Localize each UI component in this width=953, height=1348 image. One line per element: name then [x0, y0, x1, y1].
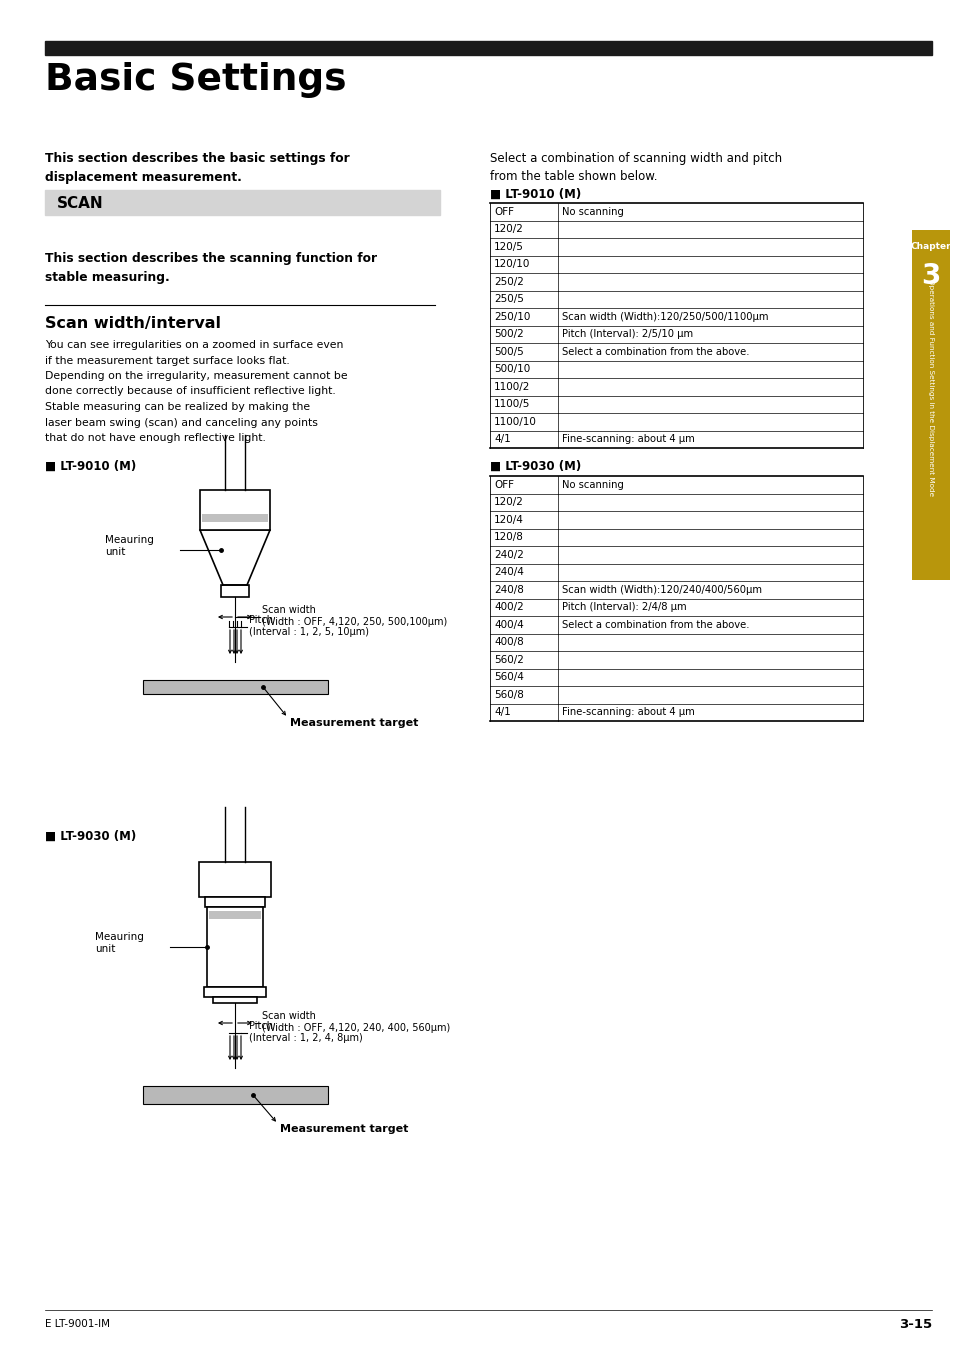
Bar [45, 190, 439, 214]
Text: done correctly because of insufficient reflective light.: done correctly because of insufficient r… [45, 387, 335, 396]
Text: 560/4: 560/4 [494, 673, 523, 682]
Text: 120/10: 120/10 [494, 259, 530, 270]
Text: 4/1: 4/1 [494, 434, 510, 445]
Text: Operations and Function Settings in the Displacement Mode: Operations and Function Settings in the … [927, 279, 933, 496]
Bar [911, 231, 949, 580]
Text: Depending on the irregularity, measurement cannot be: Depending on the irregularity, measureme… [45, 371, 347, 381]
Text: Pitch
(Interval : 1, 2, 5, 10μm): Pitch (Interval : 1, 2, 5, 10μm) [249, 615, 369, 638]
Bar [205, 896, 265, 907]
Text: OFF: OFF [494, 206, 514, 217]
Bar [221, 585, 249, 597]
Text: ■ LT-9010 (M): ■ LT-9010 (M) [490, 187, 580, 201]
Text: Scan width (Width):120/240/400/560μm: Scan width (Width):120/240/400/560μm [561, 585, 761, 594]
Bar [143, 1086, 328, 1104]
Text: 1100/10: 1100/10 [494, 417, 537, 427]
Text: 250/5: 250/5 [494, 294, 523, 305]
Text: Fine-scanning: about 4 μm: Fine-scanning: about 4 μm [561, 434, 694, 445]
Text: Scan width/interval: Scan width/interval [45, 315, 221, 332]
Text: 120/2: 120/2 [494, 224, 523, 235]
Text: 4/1: 4/1 [494, 708, 510, 717]
Text: You can see irregularities on a zoomed in surface even: You can see irregularities on a zoomed i… [45, 340, 343, 350]
Text: 400/8: 400/8 [494, 638, 523, 647]
Text: 560/8: 560/8 [494, 690, 523, 700]
Text: Scan width
(Width : OFF, 4,120, 250, 500,100μm): Scan width (Width : OFF, 4,120, 250, 500… [262, 605, 447, 627]
Text: 1100/2: 1100/2 [494, 381, 530, 392]
Bar [200, 491, 270, 530]
Text: This section describes the basic settings for
displacement measurement.: This section describes the basic setting… [45, 152, 350, 185]
Text: No scanning: No scanning [561, 480, 623, 489]
Text: that do not have enough reflective light.: that do not have enough reflective light… [45, 433, 266, 443]
Text: Chapter: Chapter [910, 243, 950, 251]
Text: Stable measuring can be realized by making the: Stable measuring can be realized by maki… [45, 402, 310, 412]
Text: 250/10: 250/10 [494, 311, 530, 322]
Bar [199, 861, 271, 896]
Text: Meauring
unit: Meauring unit [105, 535, 153, 557]
Text: Basic Settings: Basic Settings [45, 62, 346, 98]
Text: 500/2: 500/2 [494, 329, 523, 340]
Text: 250/2: 250/2 [494, 276, 523, 287]
Text: 120/4: 120/4 [494, 515, 523, 524]
Text: ■ LT-9030 (M): ■ LT-9030 (M) [490, 460, 580, 473]
Text: 500/10: 500/10 [494, 364, 530, 375]
Text: 120/8: 120/8 [494, 532, 523, 542]
Text: Pitch
(Interval : 1, 2, 4, 8μm): Pitch (Interval : 1, 2, 4, 8μm) [249, 1020, 362, 1043]
Bar [143, 679, 328, 694]
Text: 400/4: 400/4 [494, 620, 523, 630]
Text: 120/2: 120/2 [494, 497, 523, 507]
Text: OFF: OFF [494, 480, 514, 489]
Text: No scanning: No scanning [561, 206, 623, 217]
Text: 560/2: 560/2 [494, 655, 523, 665]
Text: Pitch (Interval): 2/5/10 μm: Pitch (Interval): 2/5/10 μm [561, 329, 693, 340]
Text: Fine-scanning: about 4 μm: Fine-scanning: about 4 μm [561, 708, 694, 717]
Text: This section describes the scanning function for
stable measuring.: This section describes the scanning func… [45, 252, 376, 284]
Text: Measurement target: Measurement target [280, 1124, 408, 1134]
Bar [204, 987, 266, 998]
Text: 400/2: 400/2 [494, 603, 523, 612]
Text: ■ LT-9030 (M): ■ LT-9030 (M) [45, 830, 136, 842]
Text: 500/5: 500/5 [494, 346, 523, 357]
Bar [207, 907, 263, 987]
Bar [202, 514, 268, 522]
Text: Pitch (Interval): 2/4/8 μm: Pitch (Interval): 2/4/8 μm [561, 603, 686, 612]
Text: if the measurement target surface looks flat.: if the measurement target surface looks … [45, 356, 290, 365]
Text: 240/8: 240/8 [494, 585, 523, 594]
Text: Scan width
(Width : OFF, 4,120, 240, 400, 560μm): Scan width (Width : OFF, 4,120, 240, 400… [262, 1011, 450, 1033]
Bar [213, 998, 256, 1003]
Text: laser beam swing (scan) and canceling any points: laser beam swing (scan) and canceling an… [45, 418, 317, 427]
Text: Select a combination of scanning width and pitch
from the table shown below.: Select a combination of scanning width a… [490, 152, 781, 183]
Bar [209, 911, 261, 919]
Text: ■ LT-9010 (M): ■ LT-9010 (M) [45, 460, 136, 473]
Text: 120/5: 120/5 [494, 241, 523, 252]
Text: SCAN: SCAN [57, 195, 104, 210]
Text: 240/2: 240/2 [494, 550, 523, 559]
Text: Select a combination from the above.: Select a combination from the above. [561, 346, 749, 357]
Text: Meauring
unit: Meauring unit [95, 931, 144, 954]
Text: Select a combination from the above.: Select a combination from the above. [561, 620, 749, 630]
Text: 240/4: 240/4 [494, 568, 523, 577]
Text: 3-15: 3-15 [898, 1317, 931, 1330]
Text: 1100/5: 1100/5 [494, 399, 530, 410]
Text: Scan width (Width):120/250/500/1100μm: Scan width (Width):120/250/500/1100μm [561, 311, 768, 322]
Bar [45, 40, 931, 55]
Text: E LT-9001-IM: E LT-9001-IM [45, 1318, 110, 1329]
Text: 3: 3 [921, 262, 940, 290]
Text: Measurement target: Measurement target [290, 718, 418, 728]
